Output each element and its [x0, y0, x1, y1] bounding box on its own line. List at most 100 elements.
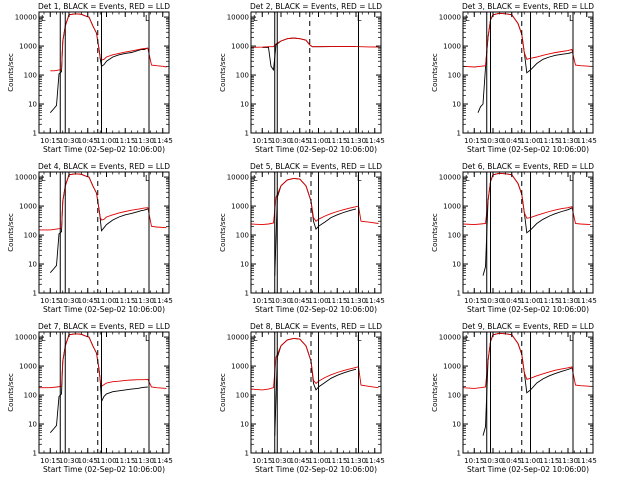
y-axis-label: Counts/sec: [7, 213, 15, 252]
x-axis-label: Start Time (02-Sep-02 10:06:00): [255, 465, 377, 474]
y-tick-label: 10: [240, 101, 249, 109]
corner-marker-left: L: [465, 14, 470, 23]
y-tick-label: 10000: [439, 174, 461, 182]
events-series-line: [262, 37, 356, 72]
events-series-line: [482, 332, 572, 436]
x-tick-label: 10:30: [483, 137, 503, 145]
x-tick-label: 11:15: [327, 297, 347, 305]
y-tick-label: 10: [240, 421, 249, 429]
x-tick-label: 10:45: [290, 457, 310, 465]
corner-marker-left: L: [41, 174, 46, 183]
x-tick-label: 11:15: [115, 297, 135, 305]
x-axis-label: Start Time (02-Sep-02 10:06:00): [467, 305, 589, 314]
lld-series-line: [251, 37, 379, 48]
x-tick-label: 11:30: [134, 137, 154, 145]
x-tick-label: 11:45: [365, 457, 385, 465]
x-tick-label: 10:15: [464, 457, 484, 465]
plot-frame: [462, 171, 594, 294]
x-tick-label: 10:30: [271, 457, 291, 465]
y-tick-label: 100: [24, 392, 37, 400]
x-tick-label: 11:15: [539, 457, 559, 465]
panel-title: Det 6, BLACK = Events, RED = LLD: [462, 162, 594, 171]
plot-frame: [462, 11, 594, 134]
corner-marker-right: L: [569, 334, 574, 343]
x-tick-label: 11:30: [134, 297, 154, 305]
y-axis-label: Counts/sec: [431, 213, 439, 252]
panel-data: [463, 332, 591, 453]
x-axis-label: Start Time (02-Sep-02 10:06:00): [255, 145, 377, 154]
panel-data: [463, 12, 591, 133]
x-tick-label: 11:00: [520, 297, 540, 305]
x-tick-label: 10:15: [40, 457, 60, 465]
y-tick-label: 10000: [15, 174, 37, 182]
y-tick-label: 10: [28, 101, 37, 109]
x-tick-label: 10:30: [271, 297, 291, 305]
lld-series-line: [463, 172, 591, 226]
y-tick-label: 10000: [439, 14, 461, 22]
lld-series-line: [39, 333, 167, 389]
y-axis-label: Counts/sec: [7, 373, 15, 412]
x-tick-label: 10:15: [464, 297, 484, 305]
x-tick-label: 11:45: [153, 137, 173, 145]
panel-title: Det 2, BLACK = Events, RED = LLD: [250, 2, 382, 11]
x-tick-label: 11:15: [327, 457, 347, 465]
plot-frame: [250, 171, 382, 294]
x-axis-label: Start Time (02-Sep-02 10:06:00): [467, 145, 589, 154]
panel-title: Det 9, BLACK = Events, RED = LLD: [462, 322, 594, 331]
x-tick-label: 11:15: [539, 137, 559, 145]
x-tick-label: 11:30: [558, 297, 578, 305]
y-tick-label: 1: [457, 290, 461, 298]
y-tick-label: 10000: [227, 14, 249, 22]
x-axis-label: Start Time (02-Sep-02 10:06:00): [43, 145, 165, 154]
x-tick-label: 11:00: [520, 457, 540, 465]
x-tick-label: 10:30: [483, 297, 503, 305]
plot-frame: [38, 331, 170, 454]
corner-marker-left: L: [41, 334, 46, 343]
y-tick-label: 10: [28, 261, 37, 269]
y-tick-label: 1: [457, 450, 461, 458]
x-tick-label: 10:45: [502, 297, 522, 305]
y-tick-label: 1000: [231, 363, 249, 371]
panel-det-4: Det 4, BLACK = Events, RED = LLD 1 10 100 10…: [7, 162, 173, 314]
x-tick-label: 10:15: [252, 457, 272, 465]
x-tick-label: 10:30: [483, 457, 503, 465]
plot-frame: [250, 11, 382, 134]
y-axis-label: Counts/sec: [219, 213, 227, 252]
panel-data: [251, 12, 379, 133]
x-tick-label: 11:45: [153, 457, 173, 465]
panel-det-2: Det 2, BLACK = Events, RED = LLD 1 10 100 10…: [219, 2, 385, 154]
corner-marker-left: L: [41, 14, 46, 23]
y-axis-label: Counts/sec: [219, 53, 227, 92]
panel-data: [463, 172, 591, 293]
y-tick-label: 1: [245, 130, 249, 138]
x-tick-label: 11:30: [134, 457, 154, 465]
x-tick-label: 10:15: [252, 137, 272, 145]
x-tick-label: 11:00: [308, 297, 328, 305]
x-axis-label: Start Time (02-Sep-02 10:06:00): [43, 465, 165, 474]
panel-det-7: Det 7, BLACK = Events, RED = LLD 1 10 100 10…: [7, 322, 173, 474]
x-tick-label: 11:45: [577, 297, 597, 305]
x-tick-label: 11:45: [153, 297, 173, 305]
x-tick-label: 10:15: [252, 297, 272, 305]
x-tick-label: 11:00: [96, 457, 116, 465]
x-tick-label: 10:45: [78, 457, 98, 465]
x-tick-label: 10:45: [290, 297, 310, 305]
x-tick-label: 11:00: [308, 457, 328, 465]
panel-data: [39, 332, 167, 453]
y-tick-label: 100: [24, 72, 37, 80]
x-tick-label: 10:45: [502, 457, 522, 465]
panel-det-5: Det 5, BLACK = Events, RED = LLD 1 10 100 10…: [219, 162, 385, 314]
panel-data: [251, 332, 379, 453]
lld-series-line: [251, 337, 379, 391]
x-tick-label: 10:45: [290, 137, 310, 145]
y-axis-label: Counts/sec: [219, 373, 227, 412]
panel-det-9: Det 9, BLACK = Events, RED = LLD 1 10 100 10…: [431, 322, 597, 474]
lld-series-line: [39, 173, 167, 231]
x-axis-label: Start Time (02-Sep-02 10:06:00): [255, 305, 377, 314]
y-tick-label: 10000: [227, 174, 249, 182]
panel-data: [251, 172, 379, 293]
panel-title: Det 3, BLACK = Events, RED = LLD: [462, 2, 594, 11]
y-axis-label: Counts/sec: [431, 53, 439, 92]
y-tick-label: 100: [448, 232, 461, 240]
